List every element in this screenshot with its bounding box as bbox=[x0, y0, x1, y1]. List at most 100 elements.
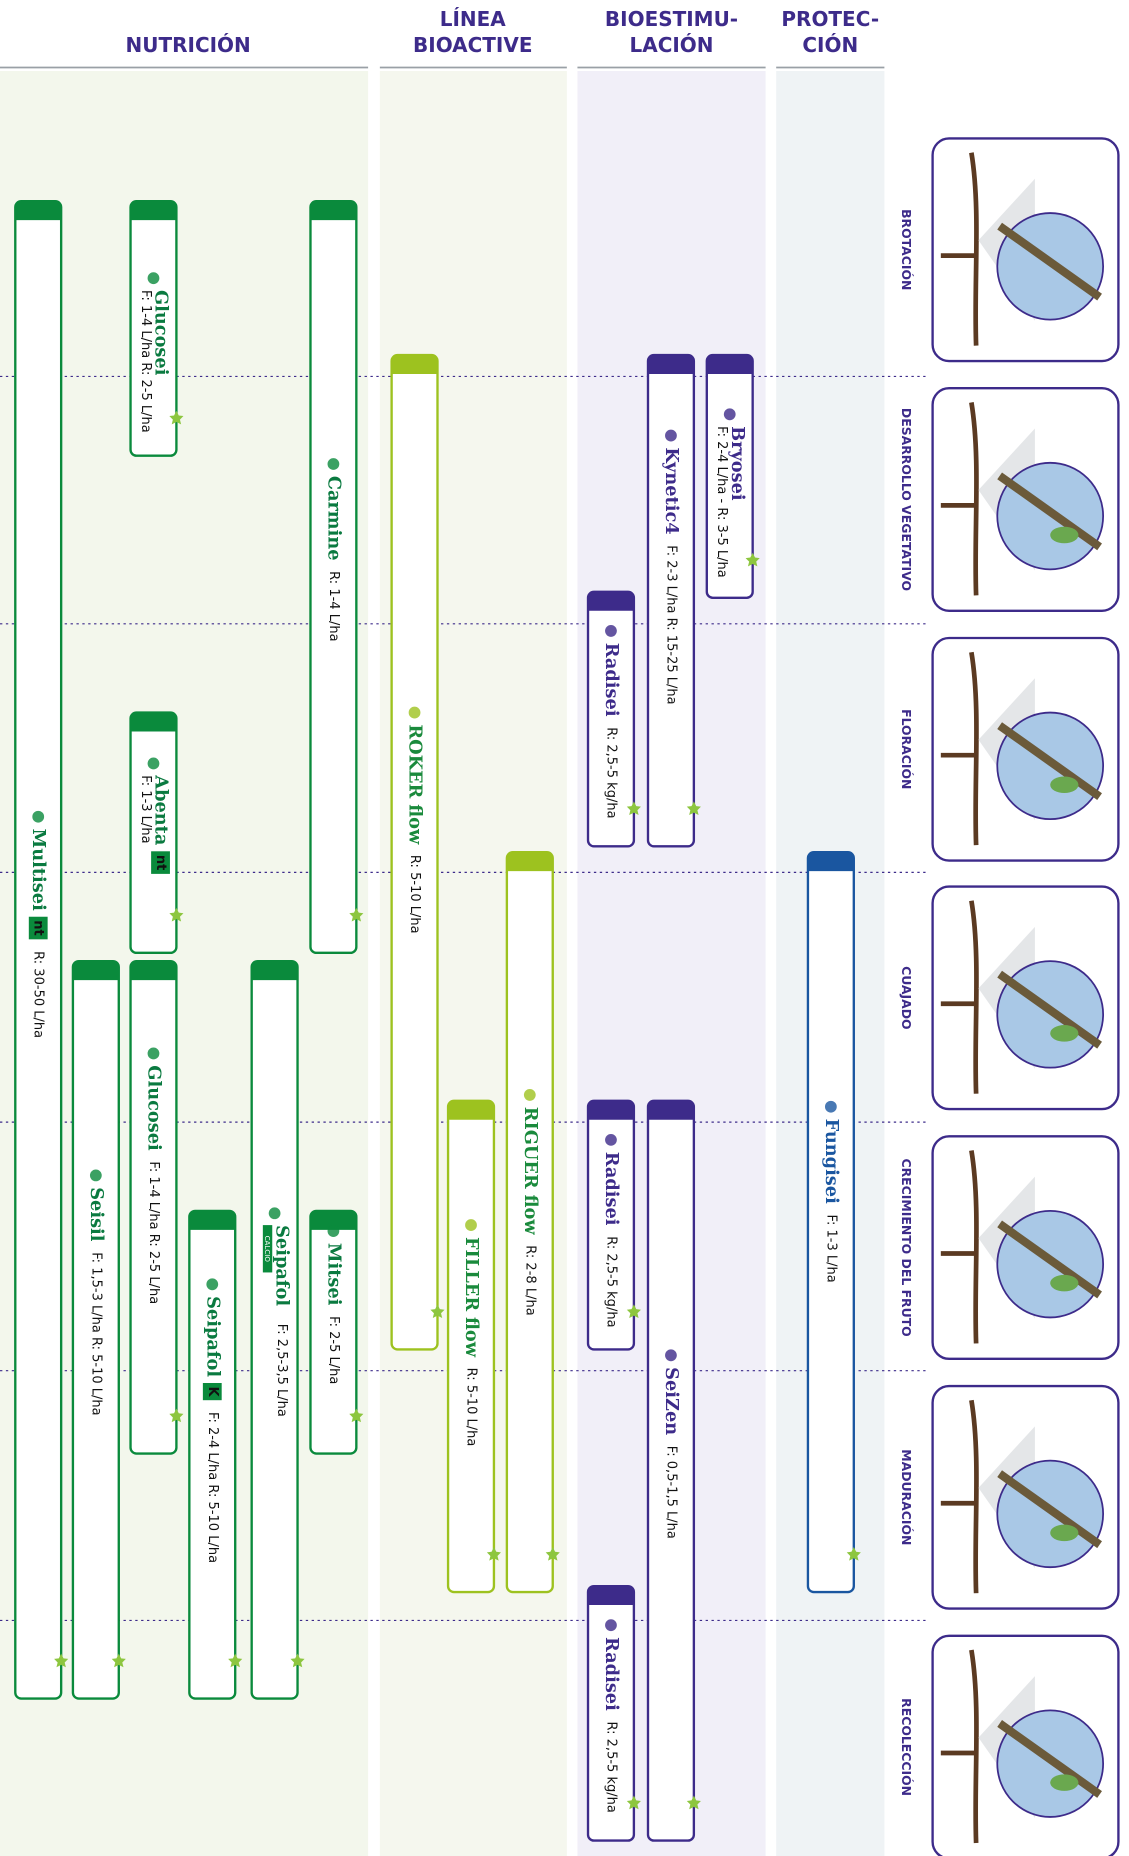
product-bar bbox=[14, 200, 63, 1700]
stage-label: FLORACIÓN bbox=[899, 709, 914, 789]
product-icon bbox=[605, 1133, 617, 1146]
product-name: SeiZen bbox=[661, 1367, 682, 1435]
product-name: FILLER bbox=[461, 1237, 482, 1311]
column-title: PROTEC- bbox=[781, 7, 879, 31]
product-bar-cap bbox=[251, 961, 298, 981]
star bbox=[626, 1304, 641, 1319]
zoom-branch bbox=[997, 1220, 1102, 1299]
product-bar-cap bbox=[647, 355, 694, 375]
product-bar-cap bbox=[647, 1100, 694, 1120]
product-icon bbox=[327, 458, 340, 470]
product-icon bbox=[268, 1207, 281, 1220]
product-suffix: flow bbox=[520, 1195, 541, 1236]
star bbox=[111, 1653, 126, 1668]
zoom-branch bbox=[997, 970, 1102, 1049]
star bbox=[846, 1547, 861, 1561]
product-label: SeiZen F: 0,5-1,5 L/ha bbox=[661, 1367, 682, 1539]
branch bbox=[940, 900, 979, 1094]
product-bar bbox=[446, 1099, 496, 1594]
branch bbox=[940, 152, 979, 346]
leaf bbox=[1050, 776, 1079, 794]
product-suffix: flow bbox=[461, 1317, 482, 1358]
product-name: Mitsei bbox=[323, 1243, 344, 1306]
product-name: Radisei bbox=[601, 1637, 622, 1711]
column-title: LACIÓN bbox=[630, 33, 714, 57]
column-title: CIÓN bbox=[802, 33, 858, 57]
product-icon bbox=[32, 810, 45, 823]
product-dose: F: 1-3 L/ha bbox=[823, 1214, 838, 1282]
product-bar bbox=[646, 1099, 696, 1842]
product-name: Seisil bbox=[86, 1187, 107, 1242]
product-dose: F: 2,5-3,5 L/ha bbox=[274, 1324, 289, 1417]
star bbox=[349, 907, 364, 922]
product-label: Kynetic4 F: 2-3 L/ha R: 15-25 L/ha bbox=[661, 447, 682, 704]
product-badge: nt bbox=[31, 920, 46, 935]
product-label: Carmine R: 1-4 L/ha bbox=[323, 476, 344, 642]
star bbox=[545, 1547, 560, 1561]
product-dose: R: 5-10 L/ha bbox=[464, 1368, 479, 1447]
product-bar bbox=[586, 1099, 636, 1351]
leaf bbox=[1050, 1774, 1079, 1791]
stage-label: BROTACIÓN bbox=[899, 209, 914, 290]
product-name: Carmine bbox=[323, 476, 344, 561]
branch bbox=[940, 1150, 979, 1344]
product-bar-cap bbox=[448, 1100, 494, 1120]
product-name: Radisei bbox=[601, 1152, 622, 1226]
product-bar-cap bbox=[130, 201, 177, 221]
zoom-branch bbox=[997, 472, 1102, 551]
product-dose: F: 1,5-3 L/ha R: 5-10 L/ha bbox=[88, 1252, 103, 1415]
star bbox=[626, 801, 641, 815]
product-badge-bg bbox=[151, 851, 170, 874]
star bbox=[745, 552, 760, 567]
product-dose: F: 1-3 L/ha bbox=[138, 775, 153, 843]
product-dose: R: 2-8 L/ha bbox=[522, 1245, 537, 1315]
product-dose: F: 1-4 L/ha R: 2-5 L/ha bbox=[138, 290, 153, 433]
product-tag: CALCIO bbox=[263, 1236, 272, 1263]
product-label: Radisei R: 2,5-5 kg/ha bbox=[601, 1637, 622, 1813]
product-badge: K bbox=[205, 1387, 220, 1398]
product-suffix: flow bbox=[405, 804, 426, 845]
product-label: Fungisei F: 1-3 L/ha bbox=[821, 1119, 842, 1283]
product-name: RIGUER bbox=[520, 1107, 541, 1189]
product-name: Glucosei bbox=[144, 1065, 165, 1151]
product-icon bbox=[206, 1278, 219, 1291]
product-badge-bg bbox=[28, 916, 48, 940]
leaf bbox=[1050, 1274, 1079, 1292]
product-icon bbox=[665, 429, 677, 442]
product-label: Glucosei F: 1-4 L/ha R: 2-5 L/ha bbox=[144, 1065, 165, 1304]
product-icon bbox=[147, 272, 160, 285]
product-label: Mitsei F: 2-5 L/ha bbox=[323, 1243, 344, 1384]
star bbox=[54, 1653, 69, 1668]
product-label: Seipafol K F: 2-4 L/ha R: 5-10 L/ha bbox=[202, 1296, 223, 1563]
product-bar bbox=[390, 353, 439, 1351]
star bbox=[169, 907, 184, 922]
product-bar-cap bbox=[310, 1210, 357, 1230]
star bbox=[290, 1653, 305, 1668]
zoom-branch bbox=[997, 1470, 1102, 1549]
product-icon bbox=[147, 757, 160, 770]
product-bar-cap bbox=[310, 201, 357, 221]
branch bbox=[940, 1649, 979, 1844]
product-name: Multisei bbox=[28, 829, 49, 912]
product-dose: R: 2,5-5 kg/ha bbox=[603, 727, 618, 818]
product-name: ROKER bbox=[405, 724, 426, 798]
product-name: Seipafol bbox=[202, 1296, 223, 1377]
branch bbox=[940, 1399, 979, 1594]
product-label: Abenta ntF: 1-3 L/ha bbox=[138, 774, 172, 874]
product-dose: R: 30-50 L/ha bbox=[31, 951, 46, 1038]
product-dose: F: 2-3 L/ha R: 15-25 L/ha bbox=[663, 545, 678, 704]
product-name: Abenta bbox=[151, 774, 172, 846]
product-name: Glucosei bbox=[151, 290, 172, 376]
product-dose: R: 2,5-5 kg/ha bbox=[603, 1236, 618, 1327]
product-dose: R: 1-4 L/ha bbox=[326, 571, 341, 641]
product-icon bbox=[723, 408, 736, 421]
product-bar-cap bbox=[706, 355, 753, 375]
product-bar-cap bbox=[807, 852, 854, 872]
product-label: Radisei R: 2,5-5 kg/ha bbox=[601, 1152, 622, 1328]
product-bar-cap bbox=[130, 712, 177, 732]
star bbox=[686, 1795, 701, 1810]
zoom-branch bbox=[997, 222, 1102, 301]
product-bar-cap bbox=[15, 201, 62, 221]
